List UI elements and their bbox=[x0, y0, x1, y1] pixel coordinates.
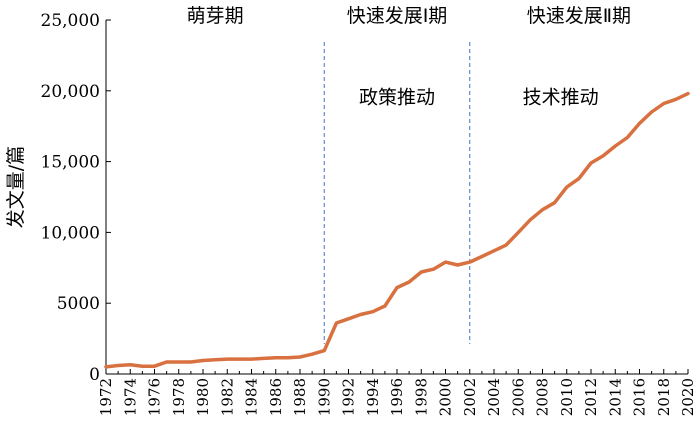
y-axis-label: 发文量/篇 bbox=[5, 146, 27, 228]
series-layer bbox=[104, 91, 690, 369]
x-tick-label: 2006 bbox=[509, 378, 527, 416]
x-tick-label: 2010 bbox=[558, 378, 576, 416]
y-tick-label: 20,000 bbox=[41, 82, 100, 102]
annotation-label: 技术推动 bbox=[523, 87, 599, 109]
y-tick-label: 5000 bbox=[57, 294, 100, 314]
x-tick-label: 2018 bbox=[655, 378, 673, 416]
x-tick-label: 1990 bbox=[315, 378, 333, 416]
period-label: 快速发展Ⅱ期 bbox=[527, 5, 631, 27]
y-tick-label: 10,000 bbox=[41, 223, 100, 243]
x-tick-label: 1998 bbox=[412, 378, 430, 416]
annotation-label: 政策推动 bbox=[359, 87, 435, 109]
x-tick-label: 2012 bbox=[582, 378, 600, 416]
x-tick-label: 2014 bbox=[606, 378, 624, 416]
period-label: 萌芽期 bbox=[187, 5, 244, 27]
x-tick-label: 1972 bbox=[97, 378, 115, 416]
x-tick-label: 1986 bbox=[267, 378, 285, 416]
y-tick-label: 25,000 bbox=[41, 11, 100, 31]
x-tick-label: 2000 bbox=[437, 378, 455, 416]
x-tick-label: 2004 bbox=[485, 378, 503, 416]
x-tick-label: 1992 bbox=[340, 378, 358, 416]
y-tick-label: 15,000 bbox=[41, 153, 100, 173]
x-tick-label: 1988 bbox=[291, 378, 309, 416]
x-tick-label: 2016 bbox=[631, 378, 649, 416]
x-tick-label: 1982 bbox=[218, 378, 236, 416]
x-tick-label: 1978 bbox=[170, 378, 188, 416]
x-tick-label: 2002 bbox=[461, 378, 479, 416]
x-tick-label: 2008 bbox=[534, 378, 552, 416]
x-tick-label: 1994 bbox=[364, 378, 382, 416]
period-label: 快速发展Ⅰ期 bbox=[347, 5, 448, 27]
tick-labels: 0 5000 10,000 15,000 20,000 25,000 1972 1974 197… bbox=[41, 11, 697, 416]
period-dividers bbox=[323, 42, 471, 344]
y-tick-label: 0 bbox=[89, 365, 100, 385]
x-tick-label: 1996 bbox=[388, 378, 406, 416]
x-tick-label: 1974 bbox=[121, 378, 139, 416]
x-tick-label: 1976 bbox=[146, 378, 164, 416]
x-tick-label: 2020 bbox=[679, 378, 697, 416]
x-tick-label: 1980 bbox=[194, 378, 212, 416]
axes bbox=[105, 19, 689, 375]
series-line bbox=[104, 91, 690, 369]
x-tick-label: 1984 bbox=[243, 378, 261, 416]
